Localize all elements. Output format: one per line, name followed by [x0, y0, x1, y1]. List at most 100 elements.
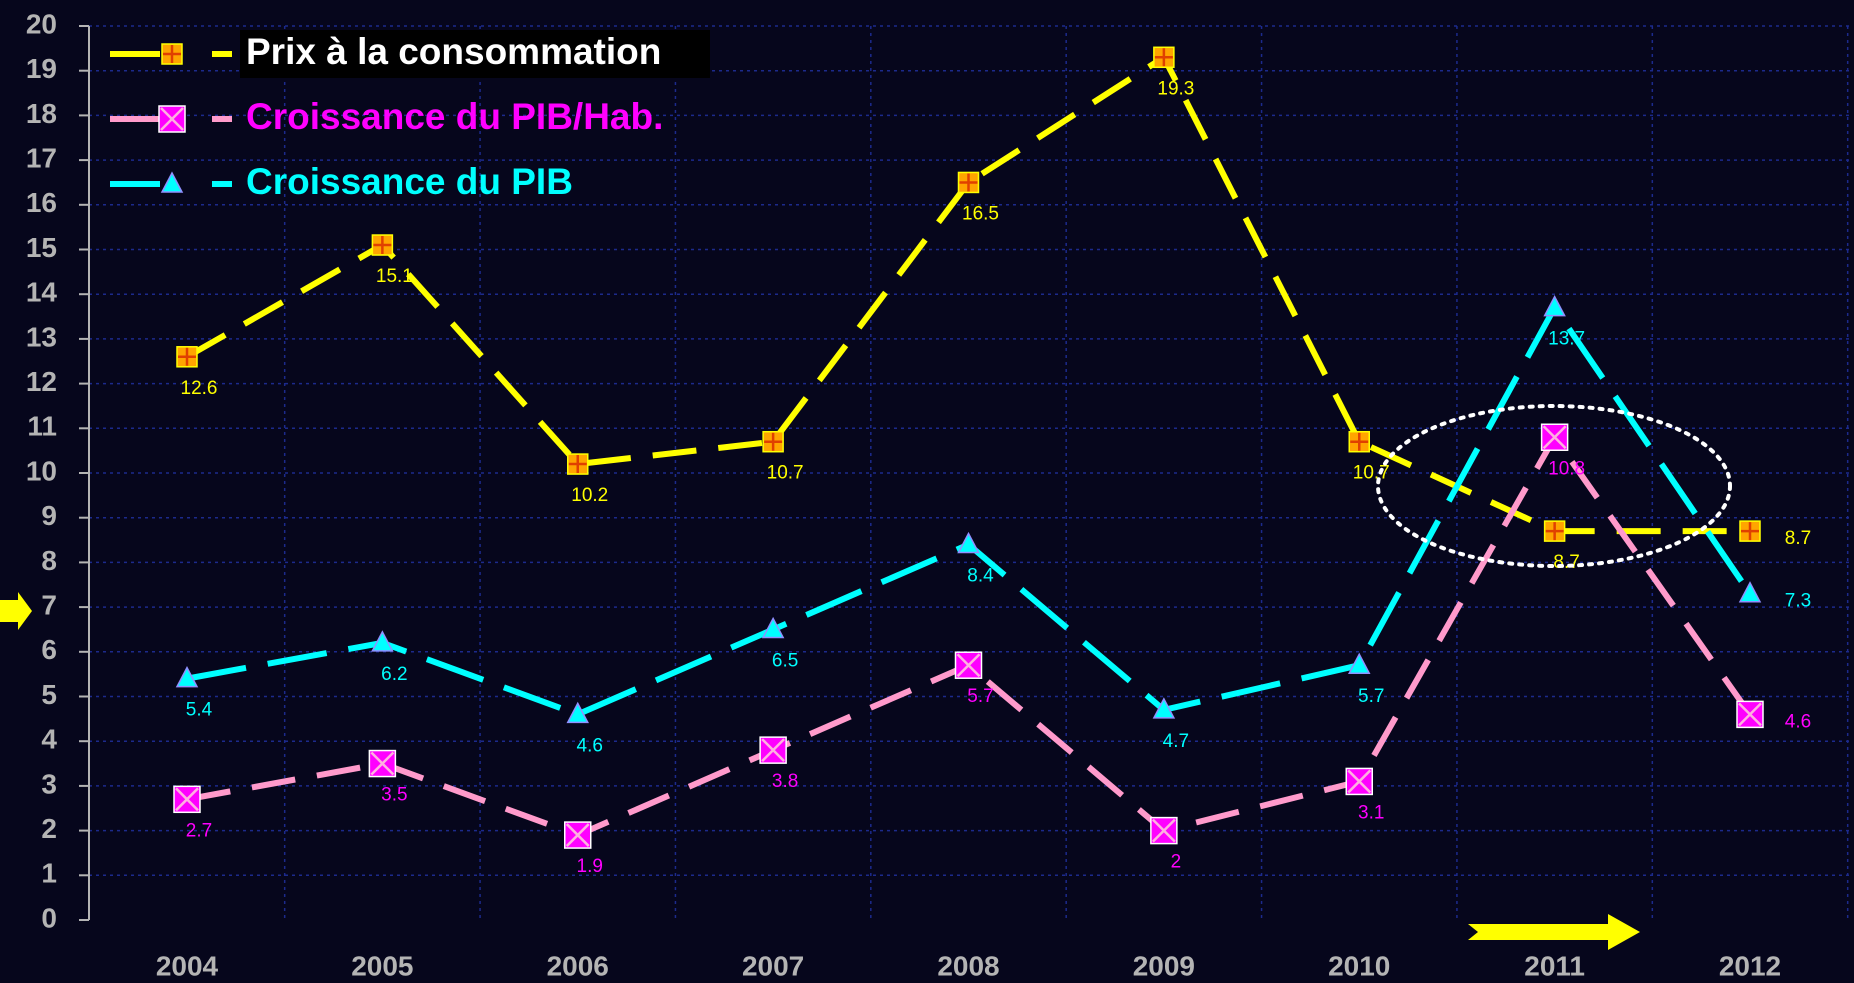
y-tick-label: 20 — [26, 8, 57, 39]
marker-x — [956, 653, 981, 678]
marker — [1348, 652, 1371, 674]
data-label: 3.5 — [381, 785, 407, 806]
y-tick-label: 15 — [26, 232, 57, 263]
data-label: 5.4 — [186, 700, 213, 721]
y-tick-label: 18 — [26, 98, 57, 129]
y-tick-label: 0 — [41, 902, 57, 933]
data-label: 4.6 — [1785, 711, 1811, 732]
marker — [957, 531, 980, 554]
marker — [1153, 46, 1175, 69]
y-tick-label: 2 — [41, 813, 57, 844]
legend-item: Prix à la consommation — [110, 30, 710, 78]
data-label: 3.8 — [772, 771, 798, 792]
data-label: 6.2 — [381, 664, 407, 685]
x-tick-label: 2006 — [547, 950, 609, 981]
marker-triangle — [1152, 697, 1176, 719]
marker — [762, 430, 784, 453]
marker-plus — [1741, 522, 1759, 541]
marker-plus — [568, 455, 587, 474]
data-label: 10.2 — [571, 485, 608, 506]
x-tick-label: 2011 — [1524, 950, 1585, 981]
marker — [567, 453, 589, 475]
legend-label: Croissance du PIB/Hab. — [246, 96, 663, 137]
marker-triangle — [371, 630, 394, 652]
y-tick-label: 11 — [27, 411, 57, 442]
data-label: 4.7 — [1163, 731, 1189, 752]
marker — [1152, 697, 1176, 719]
marker — [368, 749, 397, 778]
data-label: 4.6 — [577, 735, 603, 756]
marker-triangle — [1543, 294, 1566, 317]
marker — [176, 346, 198, 368]
marker — [566, 701, 589, 724]
marker — [761, 616, 785, 639]
marker — [1736, 700, 1764, 729]
data-label: 10.7 — [767, 463, 804, 484]
data-label: 13.7 — [1548, 329, 1585, 350]
marker — [161, 43, 183, 65]
legend-label: Prix à la consommation — [246, 31, 661, 72]
marker — [371, 234, 394, 256]
series-line — [186, 431, 1753, 839]
data-label: 7.3 — [1785, 591, 1811, 612]
marker — [1540, 423, 1569, 451]
marker-triangle — [761, 616, 785, 639]
marker — [954, 651, 983, 679]
x-tick-label: 2010 — [1328, 950, 1390, 981]
x-tick-label: 2009 — [1133, 950, 1195, 981]
legend-bg — [240, 30, 710, 78]
data-label: 8.7 — [1553, 552, 1579, 573]
legend-label: Croissance du PIB — [246, 161, 573, 202]
x-tick-label: 2012 — [1719, 950, 1781, 981]
marker-plus — [1545, 522, 1564, 541]
marker-plus — [163, 45, 181, 63]
data-label: 15.1 — [376, 266, 413, 287]
marker — [1543, 520, 1566, 542]
marker — [160, 171, 184, 193]
legend-item: Croissance du PIB/Hab. — [110, 96, 663, 137]
highlight-ellipse — [1376, 404, 1732, 568]
marker-plus — [959, 173, 978, 192]
marker — [759, 736, 787, 764]
x-tick-label: 2005 — [351, 950, 413, 981]
marker-plus — [1154, 48, 1173, 67]
y-tick-label: 9 — [41, 500, 57, 531]
marker-triangle — [957, 531, 980, 554]
y-tick-label: 4 — [41, 724, 57, 755]
marker-x — [1738, 702, 1762, 727]
data-label: 5.7 — [967, 686, 993, 707]
side-arrow — [0, 592, 32, 630]
data-label: 10.7 — [1353, 463, 1390, 484]
y-tick-label: 3 — [41, 768, 57, 799]
legend-item: Croissance du PIB — [110, 161, 573, 202]
y-tick-label: 17 — [26, 142, 57, 173]
bottom-arrow — [1468, 914, 1640, 950]
marker — [1738, 581, 1762, 603]
marker-x — [370, 751, 395, 776]
marker-x — [565, 823, 590, 847]
marker — [175, 666, 199, 688]
marker-x — [1542, 425, 1567, 450]
y-tick-label: 14 — [26, 277, 58, 308]
y-tick-label: 19 — [26, 53, 57, 84]
data-label: 1.9 — [577, 856, 603, 877]
data-label: 16.5 — [962, 203, 999, 224]
marker-x — [761, 738, 786, 763]
marker — [158, 105, 186, 133]
marker — [1543, 294, 1566, 317]
marker — [1348, 430, 1370, 453]
marker — [957, 171, 980, 194]
marker — [564, 821, 592, 849]
data-label: 2 — [1171, 852, 1182, 873]
y-tick-label: 1 — [41, 858, 57, 889]
y-tick-label: 8 — [41, 545, 57, 576]
y-tick-label: 6 — [41, 634, 57, 665]
x-tick-label: 2007 — [742, 950, 804, 981]
data-label: 5.7 — [1358, 686, 1384, 707]
marker-x — [1347, 769, 1372, 794]
data-label: 19.3 — [1157, 78, 1194, 99]
data-label: 10.8 — [1548, 458, 1585, 479]
marker-triangle — [1348, 652, 1371, 674]
